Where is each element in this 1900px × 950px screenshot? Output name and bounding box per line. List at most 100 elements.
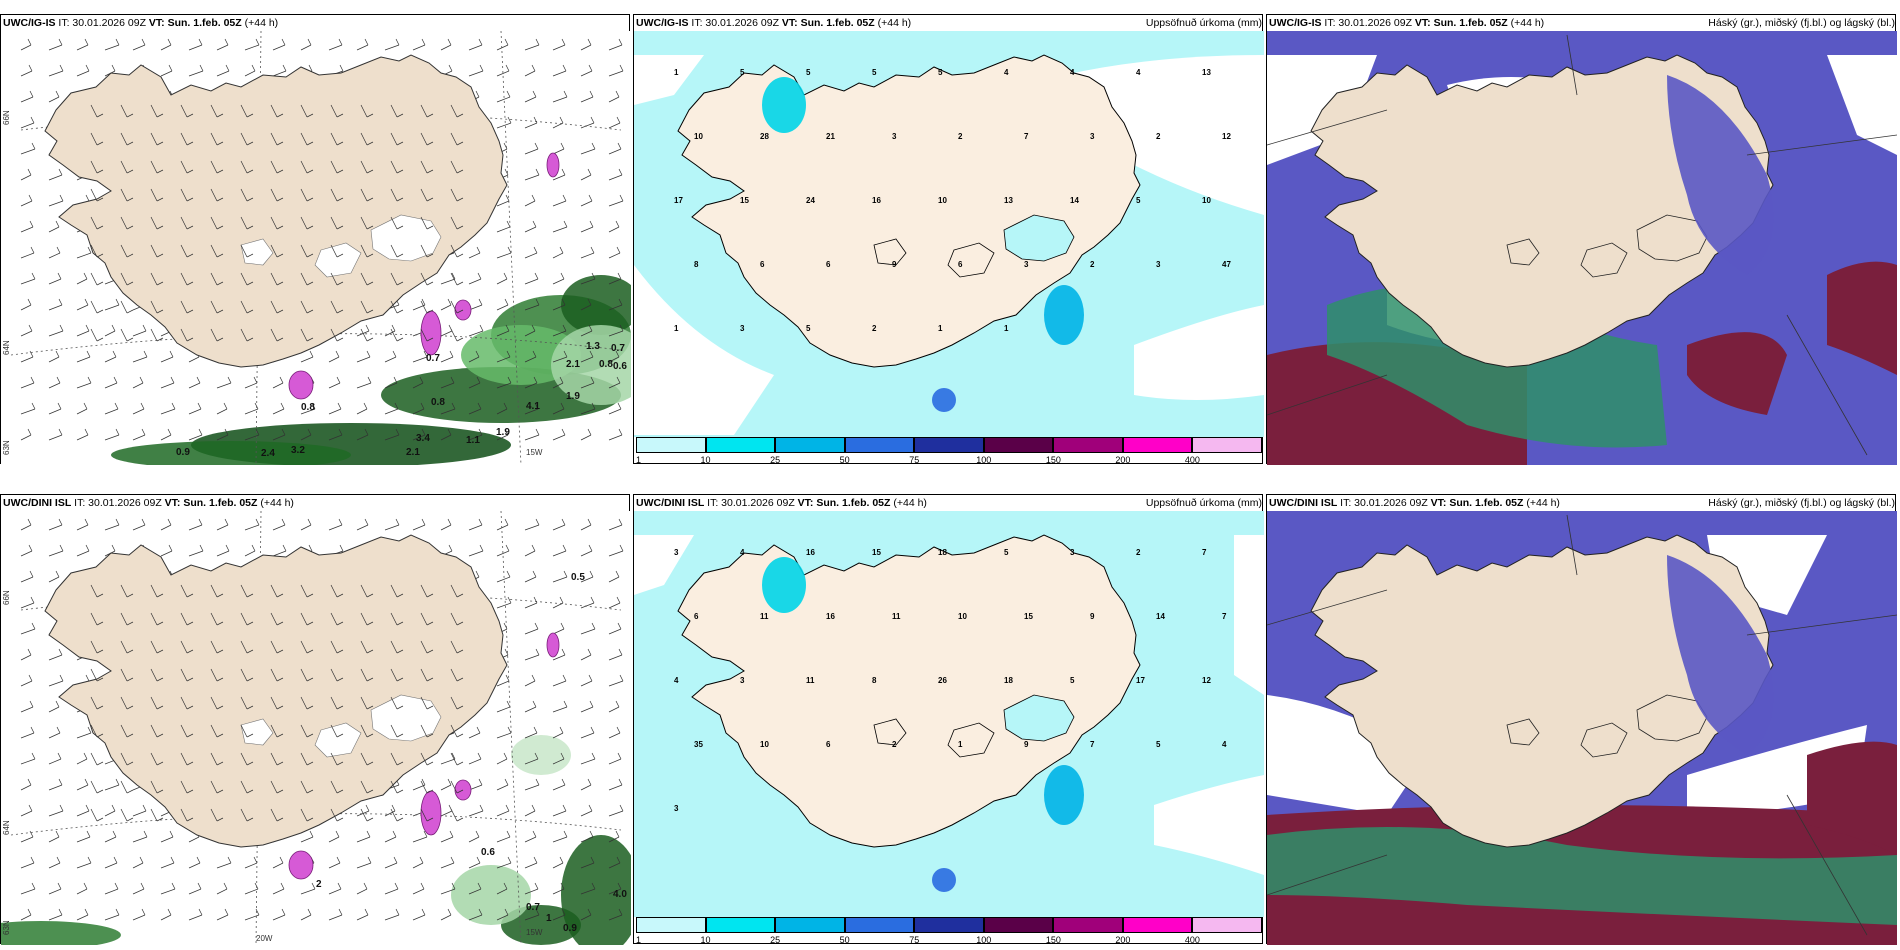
colorbar-swatch [914, 437, 984, 453]
precip-value-label: 4 [1070, 68, 1075, 77]
precip-value-label: 15 [1024, 612, 1033, 621]
mid-cloud [1327, 285, 1667, 448]
precip-spot [546, 632, 560, 658]
panel-variable: Háský (gr.), miðský (fj.bl.) og lágský (… [1708, 497, 1895, 509]
precip-value-label: 26 [938, 676, 947, 685]
lead-time: (+44 h) [890, 497, 927, 509]
precip-value-label: 16 [826, 612, 835, 621]
cloud-over-land [1667, 75, 1774, 275]
model-name: UWC/IG-IS [636, 17, 689, 29]
glacier [240, 718, 274, 746]
colorbar-swatch [914, 917, 984, 933]
colorbar-tick: 150 [1045, 935, 1061, 945]
precip-value-label: 8 [872, 676, 877, 685]
glacier [947, 242, 995, 278]
precip-value-label: 6 [826, 740, 831, 749]
wind-value-label: 1.9 [496, 427, 510, 438]
lead-time: (+44 h) [257, 497, 294, 509]
init-time: IT: 30.01.2026 09Z [55, 17, 149, 29]
init-time: IT: 30.01.2026 09Z [71, 497, 165, 509]
model-name: UWC/DINI ISL [3, 497, 72, 509]
precip-value-label: 4 [674, 676, 679, 685]
grid-label: 64N [2, 820, 11, 835]
precip-value-label: 17 [1136, 676, 1145, 685]
precip-value-label: 10 [760, 740, 769, 749]
init-time: IT: 30.01.2026 09Z [704, 497, 798, 509]
colorbar-tick: 1 [636, 935, 642, 945]
wind-value-label: 0.6 [613, 361, 627, 372]
precip-value-label: 11 [760, 612, 769, 621]
land-wind-barbs [90, 104, 464, 342]
model-name: UWC/DINI ISL [636, 497, 705, 509]
precip-value-label: 13 [1202, 68, 1211, 77]
precip-spot [420, 310, 442, 356]
glacier [1580, 722, 1628, 758]
glacier [1506, 238, 1540, 266]
region-lines [1267, 34, 1897, 456]
valid-time: VT: Sun. 1.feb. 05Z [1430, 497, 1524, 509]
wind-value-label: 2.4 [261, 448, 275, 459]
colorbar-tick: 150 [1045, 455, 1061, 465]
wind-value-label: 2.1 [566, 359, 580, 370]
precip-value-label: 1 [938, 324, 943, 333]
wind-value-label: 0.7 [526, 902, 540, 913]
precip-value-label: 10 [938, 196, 947, 205]
grid-label: 64N [2, 340, 11, 355]
precip-value-label: 5 [806, 324, 811, 333]
cloud-map [1267, 31, 1897, 465]
wind-value-label: 1.9 [566, 391, 580, 402]
region-lines [1267, 514, 1897, 936]
panel-title: UWC/DINI ISL IT: 30.01.2026 09Z VT: Sun.… [636, 495, 927, 511]
precip-value-label: 7 [1090, 740, 1095, 749]
glacier [1003, 694, 1075, 742]
colorbar-swatch [636, 917, 706, 933]
colorbar-tick: 25 [770, 935, 781, 945]
precip-value-label: 5 [806, 68, 811, 77]
cloud-over-land [1667, 555, 1774, 755]
wind-value-label: 0.6 [481, 847, 495, 858]
colorbar-tick: 200 [1115, 935, 1131, 945]
glacier [314, 242, 362, 278]
glacier [873, 718, 907, 746]
precip-value-label: 18 [938, 548, 947, 557]
panel-header: UWC/DINI ISL IT: 30.01.2026 09Z VT: Sun.… [634, 495, 1264, 511]
grid-label: 63N [2, 440, 11, 455]
glacier [1636, 694, 1708, 742]
model-name: UWC/DINI ISL [1269, 497, 1338, 509]
lead-time: (+44 h) [241, 17, 279, 29]
dry-areas [634, 55, 1264, 435]
panel-cloud-row2: UWC/DINI ISL IT: 30.01.2026 09Z VT: Sun.… [1266, 494, 1897, 945]
precip-value-label: 6 [826, 260, 831, 269]
glacier [1506, 718, 1540, 746]
wind-map: 66N 64N 63N 15W 0.7 0.8 0.8 0.9 2.4 3.2 2.1 3.4 1.1 1… [1, 30, 631, 465]
wind-value-label: 0.7 [426, 353, 440, 364]
precip-value-label: 3 [674, 548, 679, 557]
wind-value-label: 0.8 [431, 397, 445, 408]
colorbar-swatch [844, 437, 915, 453]
precip-value-label: 7 [1222, 612, 1227, 621]
colorbar-swatch [705, 917, 776, 933]
grid-label: 63N [2, 920, 11, 935]
colorbar-tick: 75 [909, 935, 920, 945]
dry-areas [634, 535, 1264, 875]
precip-value-label: 10 [694, 132, 703, 141]
precip-value-label: 17 [674, 196, 683, 205]
colorbar-tick: 10 [700, 935, 711, 945]
grid-label: 66N [2, 590, 11, 605]
panel-header: UWC/IG-IS IT: 30.01.2026 09Z VT: Sun. 1.… [1267, 15, 1897, 31]
colorbar-swatch [1122, 437, 1193, 453]
heavy-precip-area [932, 868, 956, 892]
wind-value-label: 2.1 [406, 447, 420, 458]
valid-time: VT: Sun. 1.feb. 05Z [781, 17, 875, 29]
heavy-precip-area [1044, 765, 1084, 825]
precip-value-label: 16 [806, 548, 815, 557]
cloud-map [1267, 511, 1897, 945]
grid-label: 15W [526, 928, 543, 937]
colorbar-swatch [775, 437, 845, 453]
panel-wind-row1: 66N 64N 63N 15W 0.7 0.8 0.8 0.9 2.4 3.2 2.1 3.4 1.1 1… [0, 14, 631, 465]
precip-value-label: 18 [1004, 676, 1013, 685]
colorbar-swatch [1192, 917, 1262, 933]
precip-value-label: 1 [674, 324, 679, 333]
colorbar-tick: 400 [1184, 935, 1200, 945]
panel-header: UWC/DINI ISL IT: 30.01.2026 09Z VT: Sun.… [1, 495, 631, 511]
